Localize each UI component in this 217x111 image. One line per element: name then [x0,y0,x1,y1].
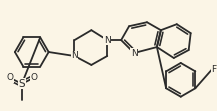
Text: N: N [104,36,111,45]
Text: O: O [30,73,37,82]
Text: N: N [71,52,78,60]
Text: S: S [18,79,25,89]
Text: N: N [131,49,137,57]
Text: F: F [212,65,217,74]
Text: O: O [7,73,13,82]
